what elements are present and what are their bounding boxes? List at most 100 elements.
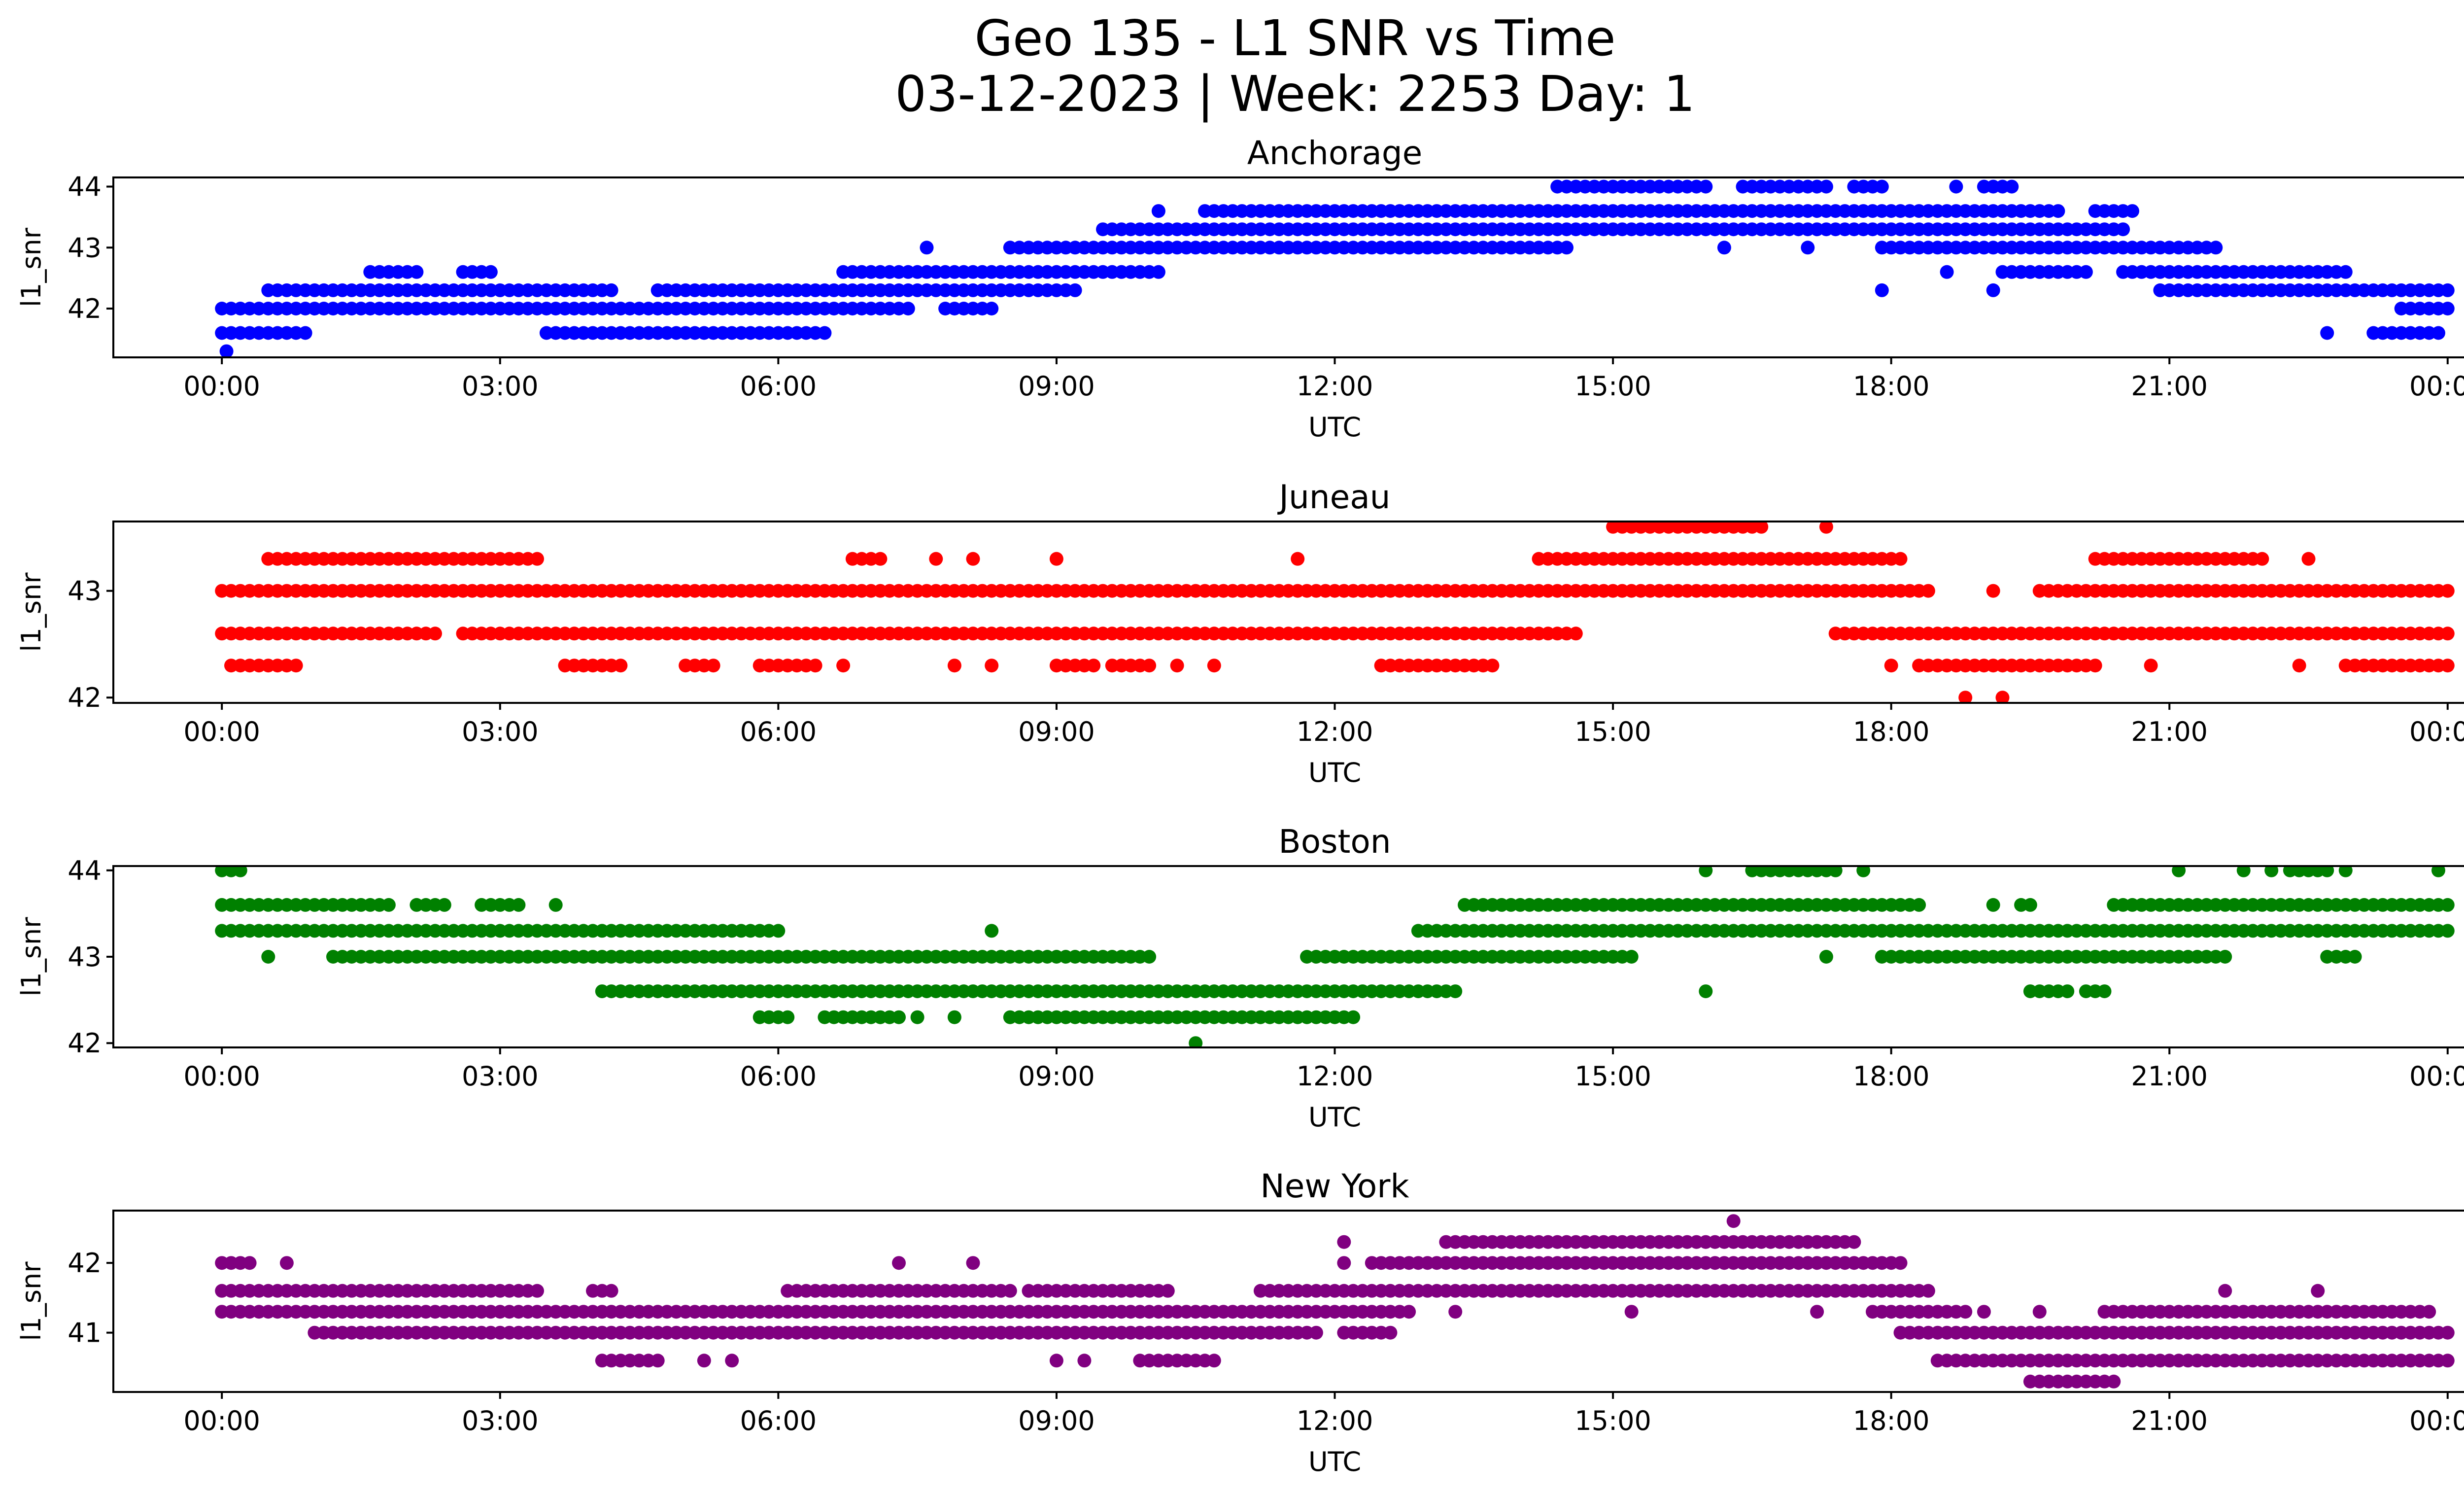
y-axis-label: l1_snr (16, 572, 47, 652)
series-points (215, 179, 2455, 357)
data-point (1151, 204, 1165, 218)
panel-juneau: Juneau UTC l1_snr 00:00 03:00 06:00 09:00 12… (16, 478, 2464, 788)
x-tick-label: 00:00 (183, 1405, 260, 1436)
panel-boston: Boston UTC l1_snr 00:00 03:00 06:00 09:00 12… (16, 823, 2464, 1133)
figure-title-line1: Geo 135 - L1 SNR vs Time (975, 9, 1616, 67)
data-point (1847, 1235, 1861, 1249)
y-tick-label: 44 (68, 855, 102, 886)
data-point (2144, 659, 2158, 673)
data-point (781, 1010, 795, 1024)
data-point (1810, 1305, 1824, 1319)
x-tick-label: 18:00 (1853, 371, 1930, 402)
data-point (1958, 1305, 1973, 1319)
data-point (298, 326, 312, 340)
data-point (2172, 866, 2186, 877)
x-tick-label: 12:00 (1297, 371, 1373, 402)
data-point (483, 265, 498, 279)
data-point (1958, 691, 1973, 703)
series-points (215, 866, 2455, 1047)
x-tick-label: 21:00 (2131, 371, 2208, 402)
data-point (1699, 179, 1713, 194)
data-point (1893, 552, 1908, 566)
data-point (1077, 1354, 1092, 1368)
data-point (1995, 691, 2010, 703)
data-point (1754, 522, 1769, 534)
data-point (985, 302, 999, 315)
data-point (2264, 866, 2279, 877)
x-tick-label: 06:00 (740, 1405, 817, 1436)
x-tick-label: 12:00 (1297, 1061, 1373, 1092)
data-point (1087, 659, 1101, 673)
data-point (1207, 1354, 1221, 1368)
data-point (548, 898, 563, 912)
data-point (697, 1354, 711, 1368)
data-point (428, 626, 442, 641)
data-point (1151, 265, 1165, 279)
data-point (1624, 1305, 1639, 1319)
data-point (1142, 659, 1157, 673)
data-point (410, 265, 424, 279)
x-tick-label: 03:00 (462, 716, 539, 747)
x-tick-label: 15:00 (1574, 716, 1651, 747)
x-tick-label: 21:00 (2131, 1405, 2208, 1436)
data-point (1142, 950, 1157, 964)
data-point (2440, 659, 2455, 673)
data-point (2320, 866, 2334, 877)
x-tick-label: 00:00 (2409, 371, 2464, 402)
data-point (1448, 1305, 1463, 1319)
data-point (437, 898, 451, 912)
x-tick-label: 09:00 (1018, 1405, 1095, 1436)
x-tick-label: 21:00 (2131, 1061, 2208, 1092)
data-point (1569, 626, 1583, 641)
data-point (966, 552, 980, 566)
data-point (2440, 302, 2455, 315)
data-point (2440, 584, 2455, 598)
data-point (2422, 1305, 2436, 1319)
data-point (1893, 1256, 1908, 1270)
data-point (512, 898, 526, 912)
data-point (1189, 1036, 1203, 1047)
x-tick-label: 15:00 (1574, 371, 1651, 402)
y-axis-label: l1_snr (16, 917, 47, 997)
data-point (1003, 1284, 1017, 1298)
y-tick-label: 42 (68, 682, 102, 713)
data-point (530, 552, 544, 566)
data-point (2236, 866, 2251, 877)
y-tick-label: 43 (68, 576, 102, 607)
y-tick-label: 42 (68, 1028, 102, 1059)
data-point (2088, 659, 2102, 673)
y-tick-label: 43 (68, 941, 102, 973)
data-point (2431, 326, 2445, 340)
panel-title: Anchorage (1247, 134, 1423, 172)
data-point (2440, 898, 2455, 912)
data-point (1884, 659, 1898, 673)
data-point (1801, 241, 1815, 255)
data-point (1940, 265, 1954, 279)
data-point (929, 552, 943, 566)
figure-title-line2: 03-12-2023 | Week: 2253 Day: 1 (895, 65, 1695, 123)
data-point (1921, 1284, 1935, 1298)
x-tick-label: 15:00 (1574, 1061, 1651, 1092)
data-point (233, 866, 247, 877)
data-point (2440, 626, 2455, 641)
data-point (604, 283, 618, 297)
y-tick-label: 42 (68, 293, 102, 324)
data-point (1977, 1305, 1991, 1319)
data-point (1291, 552, 1305, 566)
data-point (2301, 552, 2316, 566)
data-point (1448, 984, 1463, 999)
data-point (242, 1256, 257, 1270)
data-point (2311, 1284, 2325, 1298)
y-tick-label: 43 (68, 232, 102, 263)
x-tick-label: 03:00 (462, 371, 539, 402)
x-tick-label: 12:00 (1297, 1405, 1373, 1436)
data-point (2005, 179, 2019, 194)
data-point (1986, 283, 2000, 297)
data-point (1207, 659, 1221, 673)
x-tick-label: 18:00 (1853, 1061, 1930, 1092)
data-point (818, 326, 832, 340)
data-point (2338, 265, 2353, 279)
x-tick-label: 06:00 (740, 716, 817, 747)
x-tick-label: 00:00 (183, 371, 260, 402)
data-point (1049, 1354, 1063, 1368)
